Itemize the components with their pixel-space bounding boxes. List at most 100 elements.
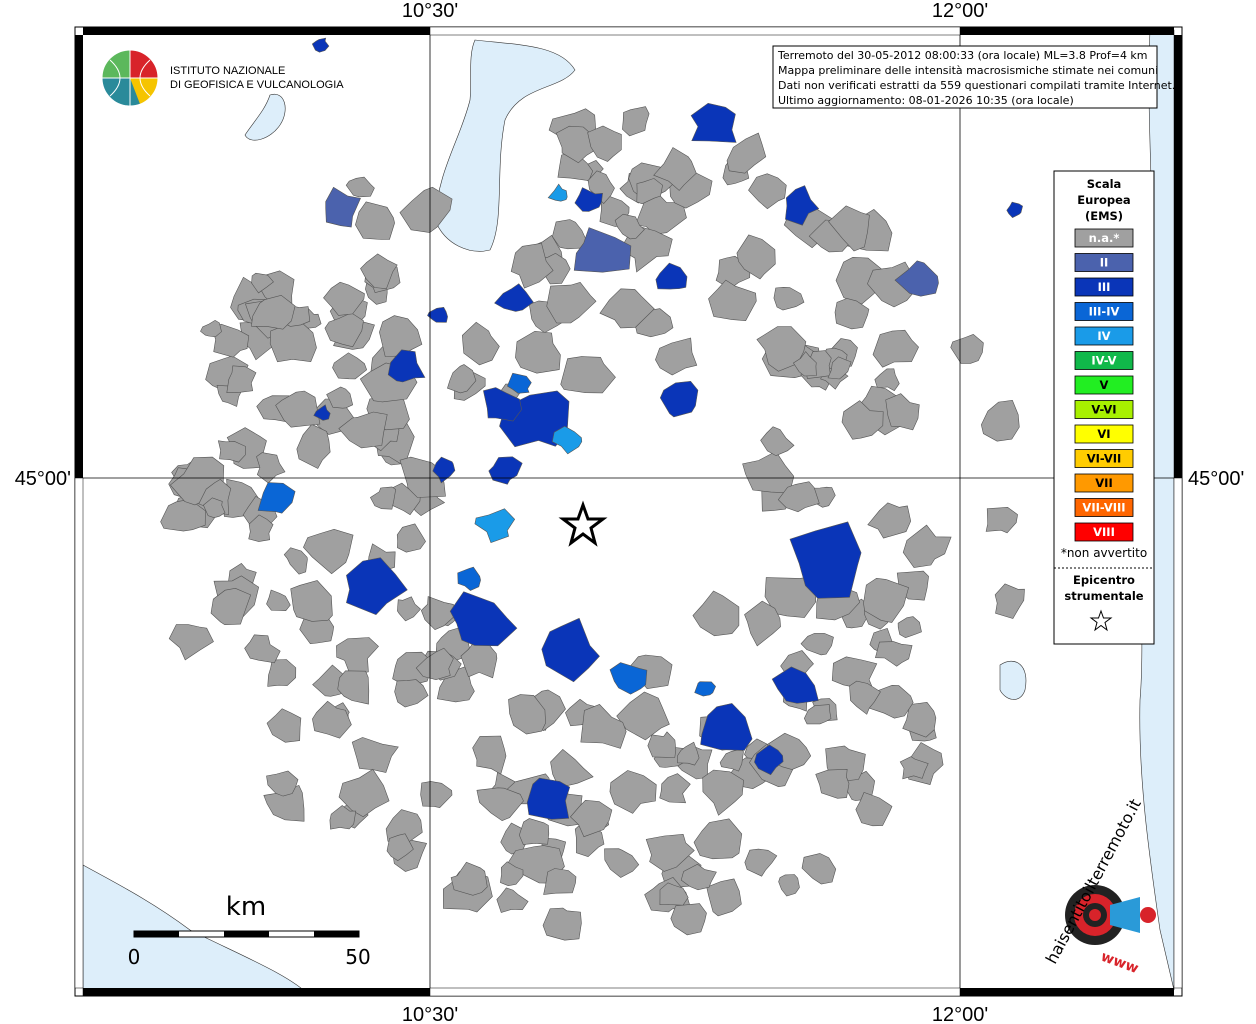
epicenter xyxy=(558,500,608,547)
legend-swatch xyxy=(1074,498,1134,517)
municipality xyxy=(397,596,422,622)
municipality xyxy=(275,390,321,428)
municipality xyxy=(346,557,408,615)
municipality xyxy=(542,907,582,941)
municipality xyxy=(547,183,568,202)
municipality xyxy=(736,234,776,280)
municipality xyxy=(399,186,453,233)
municipality xyxy=(863,577,909,623)
municipality xyxy=(841,400,884,440)
municipality xyxy=(659,380,699,418)
legend-label: V-VI xyxy=(1091,403,1116,417)
municipality xyxy=(897,616,922,639)
legend-label: III xyxy=(1098,280,1111,294)
municipality xyxy=(476,787,524,822)
legend-label: III-IV xyxy=(1089,305,1120,319)
lat-label: 45°00' xyxy=(15,468,71,490)
municipality xyxy=(628,654,673,690)
municipality xyxy=(680,863,717,891)
legend-label: V xyxy=(1100,378,1109,392)
municipality xyxy=(789,521,862,599)
municipality xyxy=(324,312,364,348)
municipality xyxy=(609,770,657,814)
legend-label: IV-V xyxy=(1091,354,1116,368)
legend-label: II xyxy=(1100,256,1109,270)
municipality xyxy=(325,186,361,228)
municipality xyxy=(693,818,743,860)
municipality xyxy=(803,704,832,725)
municipality xyxy=(636,178,663,205)
municipality xyxy=(560,356,616,394)
municipality xyxy=(338,768,390,818)
municipality xyxy=(396,523,426,553)
legend-swatch xyxy=(1074,375,1134,395)
municipality xyxy=(420,596,459,631)
municipality xyxy=(338,411,388,449)
municipality xyxy=(267,659,297,687)
municipality xyxy=(574,187,603,212)
municipality xyxy=(351,737,399,773)
info-line: Terremoto del 30-05-2012 08:00:33 (ora l… xyxy=(777,49,1148,62)
municipality xyxy=(256,452,286,484)
lon-label: 12°00' xyxy=(932,1004,988,1024)
municipality xyxy=(754,744,784,776)
lon-label: 12°00' xyxy=(932,0,988,22)
lat-label: 45°00' xyxy=(1188,468,1244,490)
municipality xyxy=(785,185,820,226)
municipality xyxy=(290,580,333,622)
municipality xyxy=(885,393,920,431)
municipality xyxy=(248,514,274,542)
municipality xyxy=(835,256,882,305)
municipality xyxy=(655,262,688,290)
legend-title: (EMS) xyxy=(1085,209,1123,223)
municipality xyxy=(394,679,429,708)
municipality xyxy=(902,524,952,568)
municipality xyxy=(645,833,695,872)
municipality xyxy=(748,173,787,210)
frame xyxy=(74,26,1183,997)
municipality xyxy=(994,583,1025,619)
municipality xyxy=(449,591,518,647)
legend-swatch xyxy=(1074,424,1134,444)
legend-star xyxy=(1089,609,1113,632)
municipality xyxy=(386,833,414,861)
municipality xyxy=(694,681,716,697)
municipality xyxy=(488,456,523,485)
municipality xyxy=(483,387,523,422)
municipality xyxy=(508,694,546,735)
municipality xyxy=(251,272,274,294)
municipality xyxy=(299,612,335,645)
municipality xyxy=(494,283,534,312)
municipality xyxy=(874,368,900,392)
municipality xyxy=(461,321,500,366)
legend-note: *non avvertito xyxy=(1061,546,1147,560)
municipality xyxy=(599,288,655,329)
municipality xyxy=(573,227,632,273)
institute-name: DI GEOFISICA E VULCANOLOGIA xyxy=(170,79,344,91)
municipality xyxy=(815,768,850,799)
municipality xyxy=(355,201,395,240)
municipality xyxy=(496,887,529,913)
municipality xyxy=(653,147,697,191)
scale-bar: km 0 50 xyxy=(128,892,371,969)
municipality xyxy=(244,634,281,664)
municipality xyxy=(226,365,257,394)
legend-swatch xyxy=(1074,522,1134,542)
municipality xyxy=(387,349,426,383)
municipality xyxy=(420,781,453,809)
municipality xyxy=(266,589,291,612)
municipality xyxy=(507,372,532,394)
municipality xyxy=(692,590,740,637)
legend-swatch xyxy=(1074,253,1134,272)
municipality xyxy=(168,624,214,661)
municipality xyxy=(744,600,781,647)
legend-label: VII-VIII xyxy=(1082,501,1125,515)
municipality xyxy=(800,633,834,656)
legend-swatch xyxy=(1074,351,1134,370)
municipality xyxy=(849,680,881,715)
municipality xyxy=(587,170,615,205)
info-line: Ultimo aggiornamento: 08-01-2026 10:35 (… xyxy=(778,94,1074,107)
municipality xyxy=(360,253,398,290)
municipality xyxy=(894,260,939,297)
municipality xyxy=(609,662,648,695)
